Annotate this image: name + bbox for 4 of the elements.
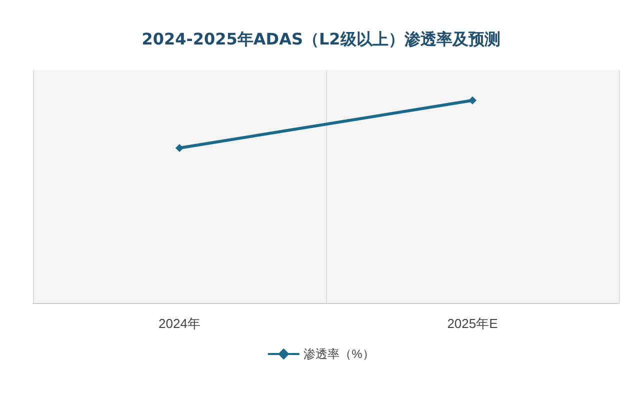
- x-tick-label: 2025年E: [447, 316, 498, 331]
- legend-label: 渗透率（%）: [304, 347, 374, 361]
- x-tick-label: 2024年: [158, 316, 200, 331]
- chart-title: 2024-2025年ADAS（L2级以上）渗透率及预测: [142, 30, 500, 48]
